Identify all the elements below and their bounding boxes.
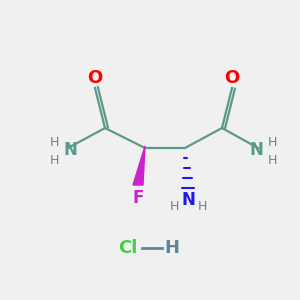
Text: H: H <box>49 136 59 149</box>
Text: H: H <box>267 154 277 166</box>
Text: H: H <box>164 239 179 257</box>
Text: O: O <box>87 69 103 87</box>
Text: N: N <box>63 141 77 159</box>
Text: N: N <box>181 191 195 209</box>
Text: N: N <box>249 141 263 159</box>
Text: H: H <box>169 200 179 212</box>
Text: Cl: Cl <box>118 239 138 257</box>
Polygon shape <box>133 146 145 185</box>
Text: H: H <box>197 200 207 212</box>
Text: O: O <box>224 69 240 87</box>
Text: F: F <box>132 189 144 207</box>
Text: H: H <box>49 154 59 166</box>
Text: H: H <box>267 136 277 149</box>
